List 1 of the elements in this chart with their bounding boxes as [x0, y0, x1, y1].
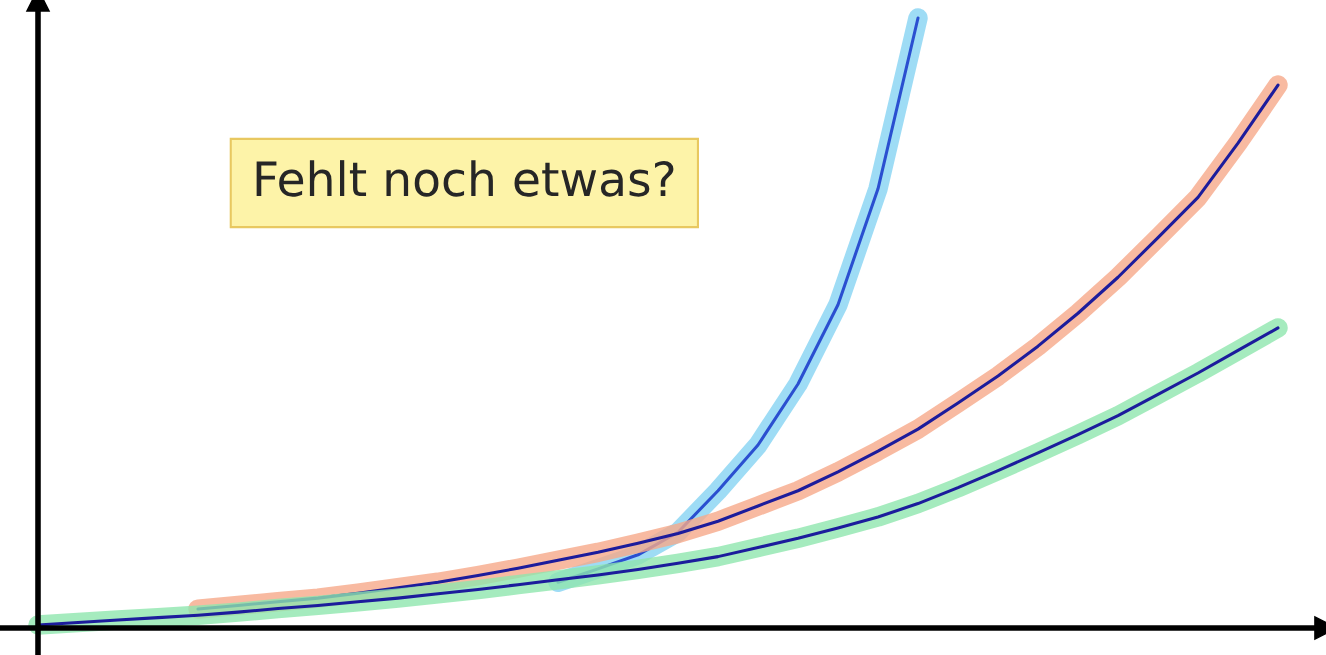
annotation: Fehlt noch etwas? — [256, 160, 674, 197]
